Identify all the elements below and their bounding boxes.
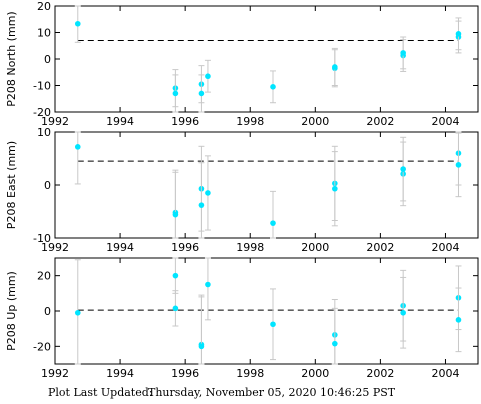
y-tick-label-north: 0 — [44, 53, 51, 66]
data-point-east — [455, 162, 462, 168]
data-point-east — [198, 202, 205, 208]
panel-up: 1992 1994 1996 1998 2000 2002 2004 -20 0 20 P208 U… — [5, 257, 479, 380]
x-tick-label-north: 2004 — [431, 115, 459, 128]
data-point-north — [198, 90, 205, 97]
data-point-up — [172, 272, 179, 279]
x-tick-label-north: 2000 — [301, 115, 329, 128]
plot-frame-north — [54, 5, 479, 113]
x-tick-label-north: 1994 — [106, 115, 134, 128]
y-tick-label-north: -20 — [33, 106, 51, 119]
x-tick-label-east: 1996 — [171, 241, 199, 254]
data-point-east — [270, 220, 276, 226]
y-axis-label-east: P208 East (mm) — [5, 141, 18, 229]
data-point-east — [74, 144, 81, 150]
y-tick-label-up: 0 — [44, 305, 51, 318]
x-tick-label-east: 1994 — [106, 241, 134, 254]
y-axis-label-up: P208 Up (mm) — [5, 271, 18, 351]
plot-frame-up — [54, 257, 479, 365]
y-tick-label-north: 10 — [37, 27, 51, 40]
y-axis-label-north: P208 North (mm) — [5, 11, 18, 106]
data-point-east — [205, 190, 211, 196]
data-point-north — [172, 90, 179, 97]
data-point-north — [400, 50, 406, 56]
x-tick-label-up: 1998 — [236, 367, 264, 380]
data-point-up — [332, 340, 338, 347]
data-point-east — [172, 211, 179, 218]
x-tick-label-east: 2002 — [366, 241, 394, 254]
panel-east: 1992 1994 1996 1998 2000 2002 2004 -10 0 10 P208 E… — [5, 126, 479, 254]
x-tick-label-up: 1994 — [106, 367, 134, 380]
data-point-north — [270, 84, 276, 90]
x-tick-label-up: 2004 — [431, 367, 459, 380]
x-tick-label-up: 1992 — [41, 367, 69, 380]
panel-north: 1992 1994 1996 1998 2000 2002 2004 -20 -10 0 10 20 P… — [5, 0, 479, 128]
plot-frame-east — [54, 131, 479, 239]
x-tick-label-east: 1992 — [41, 241, 69, 254]
y-tick-label-north: -10 — [33, 80, 51, 93]
x-tick-label-up: 2000 — [301, 367, 329, 380]
x-tick-label-east: 1998 — [236, 241, 264, 254]
x-tick-label-up: 1996 — [171, 367, 199, 380]
x-tick-label-north: 1998 — [236, 115, 264, 128]
data-point-up — [455, 317, 462, 323]
footer-label: Plot Last Updated: — [48, 386, 153, 399]
data-point-up — [198, 343, 205, 350]
x-tick-label-north: 2002 — [366, 115, 394, 128]
data-point-up — [400, 309, 406, 316]
x-tick-label-east: 2000 — [301, 241, 329, 254]
data-point-east — [400, 166, 406, 172]
data-point-north — [205, 73, 211, 80]
y-tick-label-up: 20 — [37, 270, 51, 283]
data-point-up — [205, 281, 211, 288]
y-tick-label-up: -20 — [33, 340, 51, 353]
x-tick-label-east: 2004 — [431, 241, 459, 254]
y-tick-label-east: 10 — [37, 126, 51, 139]
data-point-north — [332, 64, 338, 70]
y-tick-label-east: 0 — [44, 179, 51, 192]
x-tick-label-north: 1992 — [41, 115, 69, 128]
data-point-east — [332, 185, 338, 192]
data-point-up — [74, 309, 81, 316]
x-tick-label-north: 1996 — [171, 115, 199, 128]
x-tick-label-up: 2002 — [366, 367, 394, 380]
data-point-north — [74, 20, 81, 27]
data-point-up — [172, 305, 179, 312]
footer: Plot Last Updated: Thursday, November 05… — [0, 386, 481, 404]
y-tick-label-north: 20 — [37, 0, 51, 13]
y-tick-label-east: -10 — [33, 232, 51, 245]
footer-timestamp: Thursday, November 05, 2020 10:46:25 PST — [148, 386, 396, 399]
data-point-up — [270, 321, 276, 328]
data-point-north — [455, 31, 462, 37]
